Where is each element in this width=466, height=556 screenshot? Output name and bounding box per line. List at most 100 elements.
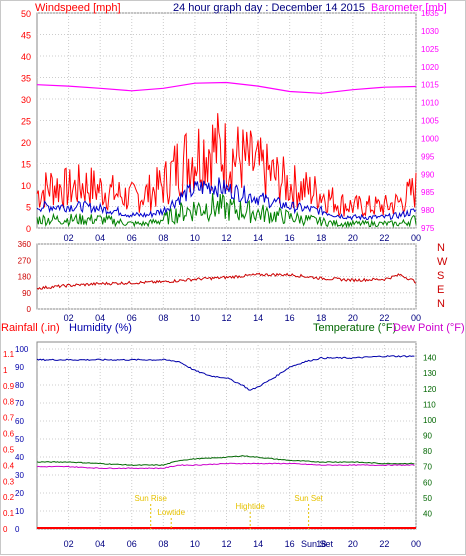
dewpoint-label: Dew Point (°F): [393, 322, 465, 334]
temperature-tick-label: 40: [423, 509, 432, 518]
direction-x-tick-label: 14: [253, 313, 263, 323]
temp-x-tick-label: 10: [190, 539, 200, 549]
barometer-label: Barometer [mb]: [371, 2, 447, 14]
humidity-line: [36, 355, 415, 391]
wind-x-tick-label: 16: [285, 233, 295, 243]
humidity-tick-label: 0: [15, 525, 20, 534]
wind-x-tick-label: 18: [316, 233, 326, 243]
rain-tick-label: 1: [3, 366, 8, 375]
compass-label: N: [437, 242, 445, 254]
temp-x-ticks: 02 04 06 08 10 12 14 16 18 20 22 00: [64, 539, 421, 549]
gust_low-line: [36, 193, 417, 229]
rain-tick-label: 0.5: [3, 445, 15, 454]
temperature-tick-label: 80: [423, 447, 432, 456]
humidity-axis-ticks: 0 10 20 30 40 50 60 70 80 90 100: [15, 345, 29, 534]
barometer-tick-label: 1020: [421, 63, 439, 72]
direction-x-tick-label: 16: [285, 313, 295, 323]
wind-x-tick-label: 12: [221, 233, 231, 243]
direction-tick-label: 0: [27, 305, 32, 314]
dewpoint-line: [36, 462, 415, 470]
temperature-tick-label: 90: [423, 432, 432, 441]
wind-tick-label: 5: [26, 203, 31, 213]
rainfall-label: Rainfall (.in): [1, 322, 60, 334]
wind-x-tick-label: 10: [190, 233, 200, 243]
temperature-line: [36, 455, 415, 467]
windspeed-label: Windspeed [mph]: [35, 2, 121, 14]
rain-tick-label: 0.7: [3, 414, 15, 423]
barometer-tick-label: 980: [421, 206, 435, 215]
wind-x-tick-label: 20: [348, 233, 358, 243]
direction-x-tick-label: 22: [379, 313, 389, 323]
wind-tick-label: 25: [21, 117, 31, 127]
barometer-tick-label: 1000: [421, 134, 439, 143]
wind-series: [36, 81, 417, 229]
direction-x-tick-label: 12: [221, 313, 231, 323]
direction-x-tick-label: 06: [127, 313, 137, 323]
rain-tick-label: 0: [3, 525, 8, 534]
wind-x-ticks: 02 04 06 08 10 12 14 16 18 20 22 00: [64, 233, 421, 243]
temp-x-tick-label: 08: [158, 539, 168, 549]
rain-tick-label: 0.3: [3, 477, 15, 486]
barometer-tick-label: 975: [421, 224, 435, 233]
direction-x-tick-label: 08: [158, 313, 168, 323]
temp-x-tick-label: 14: [253, 539, 263, 549]
temp-panel-grid: [37, 342, 417, 530]
humidity-label: Humidity (%): [69, 322, 132, 334]
wind-axis-ticks: 0 5 10 15 20 25 30 35 40 45 50: [21, 9, 31, 234]
direction-panel-grid: [37, 243, 417, 310]
event-label: Lowtide: [157, 508, 185, 517]
barometer-tick-label: 985: [421, 188, 435, 197]
rain-tick-label: 0.8: [3, 398, 15, 407]
direction-x-tick-label: 18: [316, 313, 326, 323]
compass-label: E: [437, 284, 444, 296]
wind-x-tick-label: 14: [253, 233, 263, 243]
temp-x-tick-label: 12: [221, 539, 231, 549]
direction-series: [36, 272, 417, 290]
barometer-tick-label: 1015: [421, 81, 439, 90]
wind-tick-label: 10: [21, 181, 31, 191]
direction-x-tick-label: 04: [95, 313, 105, 323]
wind-tick-label: 15: [21, 160, 31, 170]
temp-x-tick-label: 06: [127, 539, 137, 549]
barometer-tick-label: 1030: [421, 27, 439, 36]
rain-tick-label: 0.6: [3, 430, 15, 439]
wind-x-tick-label: 06: [127, 233, 137, 243]
sun-tide-events: Sun Rise Lowtide Hightide Sun Set: [134, 494, 324, 529]
humidity-tick-label: 50: [15, 435, 24, 444]
temp-x-tick-label: 00: [411, 539, 421, 549]
temp-x-tick-label: 04: [95, 539, 105, 549]
temperature-tick-label: 60: [423, 478, 432, 487]
wind-tick-label: 35: [21, 74, 31, 84]
direction-x-tick-label: 02: [64, 313, 74, 323]
barometer-axis-ticks: 975 980 985 990 995 1000 1005 1010 1015 1020 1025 1…: [421, 9, 439, 233]
direction-tick-label: 180: [18, 273, 32, 282]
rain-tick-label: 0.1: [3, 509, 15, 518]
direction-tick-label: 360: [18, 240, 32, 249]
wind-x-tick-label: 04: [95, 233, 105, 243]
barometer-tick-label: 1005: [421, 117, 439, 126]
direction-line: [36, 272, 417, 290]
avg_wind-line: [36, 177, 417, 221]
rain-tick-label: 0.2: [3, 493, 15, 502]
humidity-tick-label: 60: [15, 417, 24, 426]
rain-tick-label: 0.9: [3, 382, 15, 391]
temperature-label: Temperature (°F): [313, 322, 396, 334]
temperature-tick-label: 140: [423, 354, 437, 363]
wind-x-tick-label: 00: [411, 233, 421, 243]
compass-label: S: [437, 270, 444, 282]
temperature-tick-label: 100: [423, 416, 437, 425]
direction-x-tick-label: 20: [348, 313, 358, 323]
barometer-tick-label: 1025: [421, 45, 439, 54]
temp-x-tick-label: 02: [64, 539, 74, 549]
wind-x-tick-label: 22: [379, 233, 389, 243]
direction-x-tick-label: 10: [190, 313, 200, 323]
direction-axis-ticks: 0 90 180 270 360: [18, 240, 32, 314]
barometer-tick-label: 995: [421, 152, 435, 161]
humidity-tick-label: 40: [15, 453, 24, 462]
temperature-tick-label: 130: [423, 369, 437, 378]
wind-tick-label: 30: [21, 95, 31, 105]
humidity-tick-label: 20: [15, 489, 24, 498]
direction-tick-label: 270: [18, 256, 32, 265]
